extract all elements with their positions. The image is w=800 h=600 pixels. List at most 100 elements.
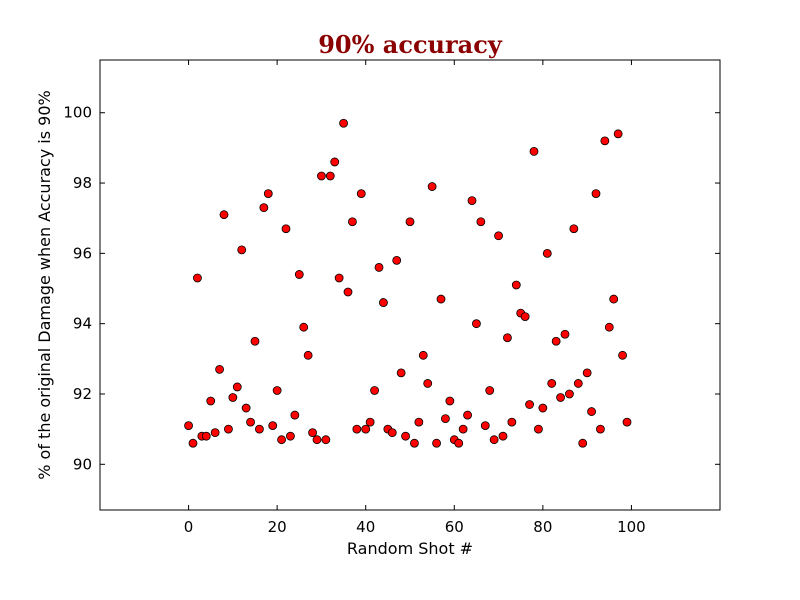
data-point bbox=[277, 435, 286, 445]
data-point bbox=[294, 270, 304, 279]
y-tick-label: 98 bbox=[73, 174, 92, 192]
data-point bbox=[436, 294, 446, 304]
data-point bbox=[423, 379, 433, 388]
y-tick-label: 92 bbox=[73, 385, 92, 403]
y-axis-label: % of the original Damage when Accuracy i… bbox=[35, 90, 54, 480]
data-point bbox=[339, 118, 348, 128]
x-axis-label: Random Shot # bbox=[347, 539, 473, 558]
data-point bbox=[507, 417, 517, 427]
data-point bbox=[299, 322, 309, 332]
data-point bbox=[622, 417, 632, 427]
x-tick-label: 40 bbox=[356, 518, 375, 536]
data-point bbox=[334, 273, 344, 283]
data-point bbox=[312, 435, 322, 445]
data-point bbox=[255, 424, 264, 434]
data-point bbox=[596, 424, 605, 434]
data-point bbox=[361, 424, 371, 434]
data-point bbox=[489, 435, 499, 445]
y-tick-label: 100 bbox=[63, 104, 92, 122]
data-point bbox=[529, 147, 539, 156]
data-point bbox=[427, 182, 437, 191]
y-tick-label: 94 bbox=[73, 315, 92, 333]
y-tick-label: 96 bbox=[73, 244, 92, 262]
x-tick-label: 60 bbox=[445, 518, 464, 536]
data-point bbox=[485, 386, 495, 395]
data-point bbox=[503, 333, 512, 343]
data-point bbox=[578, 438, 588, 448]
data-point bbox=[219, 210, 229, 220]
data-point bbox=[206, 396, 216, 406]
x-tick-label: 100 bbox=[617, 518, 646, 536]
data-points bbox=[184, 118, 632, 448]
data-point bbox=[432, 438, 441, 448]
data-point bbox=[370, 386, 379, 395]
data-point bbox=[379, 298, 388, 307]
data-point bbox=[476, 217, 486, 227]
data-point bbox=[401, 431, 410, 441]
data-point bbox=[600, 136, 610, 146]
data-point bbox=[365, 417, 375, 427]
data-point bbox=[538, 403, 548, 413]
x-tick-label: 0 bbox=[184, 518, 194, 536]
data-point bbox=[525, 400, 534, 409]
data-point bbox=[414, 417, 424, 427]
data-point bbox=[565, 389, 574, 399]
data-point bbox=[520, 312, 530, 322]
data-point bbox=[458, 424, 468, 434]
data-point bbox=[387, 428, 397, 438]
data-point bbox=[511, 280, 521, 290]
data-point bbox=[569, 224, 579, 234]
data-point bbox=[494, 231, 503, 241]
data-point bbox=[325, 171, 335, 181]
data-point bbox=[396, 368, 406, 378]
data-point bbox=[272, 386, 282, 395]
data-point bbox=[246, 417, 255, 427]
data-point bbox=[281, 224, 291, 234]
data-point bbox=[556, 393, 565, 402]
data-point bbox=[188, 438, 198, 448]
plot-frame bbox=[99, 59, 721, 511]
data-point bbox=[348, 217, 357, 227]
data-point bbox=[374, 263, 384, 272]
data-point bbox=[613, 129, 623, 139]
data-point bbox=[330, 157, 340, 167]
data-point bbox=[547, 379, 557, 388]
data-point bbox=[542, 248, 552, 258]
data-point bbox=[237, 245, 247, 255]
data-point bbox=[232, 382, 242, 392]
data-point bbox=[587, 407, 596, 416]
data-point bbox=[604, 322, 614, 332]
data-point bbox=[609, 294, 619, 304]
x-tick-label: 20 bbox=[268, 518, 287, 536]
data-point bbox=[215, 364, 224, 374]
data-point bbox=[480, 421, 490, 431]
data-point bbox=[308, 428, 317, 438]
data-point bbox=[618, 350, 627, 360]
x-axis: 0 20 40 60 80 100 bbox=[184, 60, 646, 536]
data-point bbox=[259, 203, 269, 213]
data-point bbox=[356, 189, 366, 198]
data-point bbox=[582, 368, 592, 378]
data-point bbox=[405, 217, 415, 227]
data-point bbox=[343, 287, 353, 297]
data-point bbox=[454, 438, 464, 448]
y-axis: 90 92 94 96 98 100 bbox=[63, 104, 720, 473]
data-point bbox=[241, 403, 251, 413]
data-point bbox=[250, 336, 260, 346]
data-point bbox=[472, 319, 481, 329]
data-point bbox=[463, 410, 472, 420]
data-point bbox=[317, 171, 326, 181]
data-point bbox=[498, 431, 508, 441]
data-point bbox=[551, 336, 561, 346]
data-point bbox=[534, 424, 543, 434]
data-point bbox=[352, 424, 362, 434]
data-point bbox=[392, 255, 402, 265]
data-point bbox=[193, 273, 202, 283]
data-point bbox=[263, 189, 273, 198]
data-point bbox=[210, 428, 220, 438]
data-point bbox=[591, 189, 601, 198]
data-point bbox=[286, 431, 295, 441]
data-point bbox=[290, 410, 300, 420]
data-point bbox=[445, 396, 455, 406]
